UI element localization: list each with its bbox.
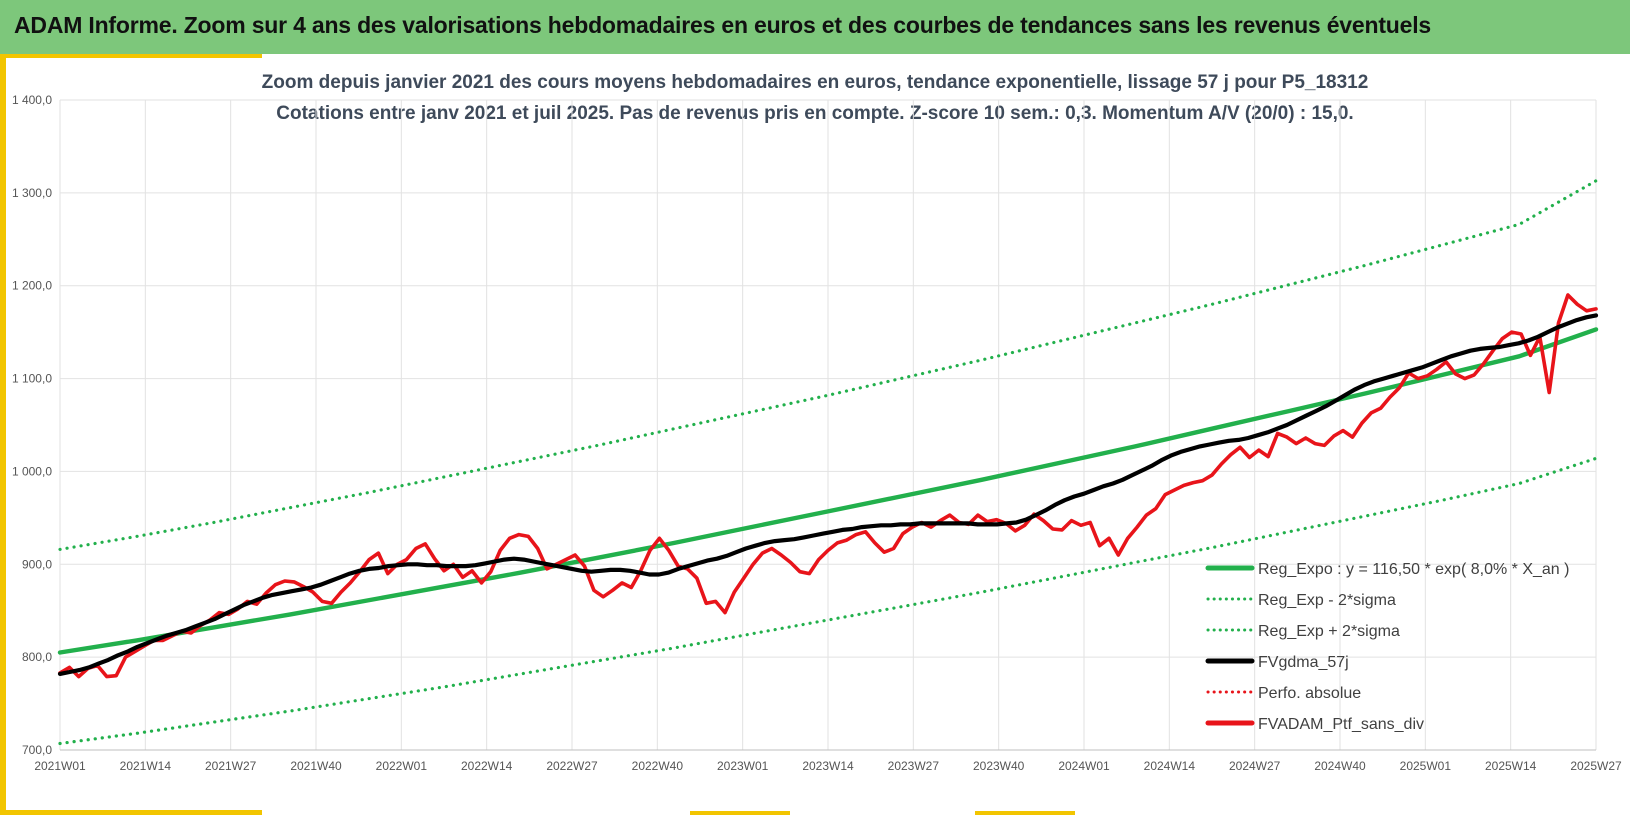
x-tick-label: 2021W40 <box>290 759 342 773</box>
x-tick-label: 2023W27 <box>888 759 940 773</box>
series-line-5 <box>58 293 1598 679</box>
legend-label: FVADAM_Ptf_sans_div <box>1258 716 1424 733</box>
legend-label: Reg_Exp - 2*sigma <box>1258 592 1396 609</box>
chart-title: Zoom depuis janvier 2021 des cours moyen… <box>261 72 1369 93</box>
x-tick-label: 2024W01 <box>1058 759 1110 773</box>
y-tick-label: 1 200,0 <box>12 279 52 293</box>
x-tick-label: 2024W40 <box>1314 759 1366 773</box>
x-tick-label: 2021W27 <box>205 759 257 773</box>
x-tick-label: 2022W40 <box>632 759 684 773</box>
legend-label: Reg_Expo : y = 116,50 * exp( 8,0% * X_an… <box>1258 561 1569 578</box>
legend-label: Reg_Exp + 2*sigma <box>1258 623 1400 640</box>
x-axis-ticks: 2021W01 2021W14 2021W27 2021W40 2022W01 2022W… <box>34 759 1622 773</box>
accent-bar-bottom-mid <box>690 811 790 815</box>
y-tick-label: 1 300,0 <box>12 186 52 200</box>
x-tick-label: 2022W14 <box>461 759 513 773</box>
x-tick-label: 2025W27 <box>1570 759 1622 773</box>
x-tick-label: 2023W01 <box>717 759 769 773</box>
chart-legend: Reg_Expo : y = 116,50 * exp( 8,0% * X_an… <box>1205 561 1569 733</box>
legend-label: FVgdma_57j <box>1258 654 1349 671</box>
x-tick-label: 2022W01 <box>376 759 428 773</box>
y-axis-ticks: 700,0 800,0 900,0 1 000,0 1 100,0 1 200,0 1 30… <box>12 93 52 757</box>
x-tick-label: 2024W14 <box>1144 759 1196 773</box>
header-banner: ADAM Informe. Zoom sur 4 ans des valoris… <box>0 0 1630 54</box>
y-tick-label: 900,0 <box>22 557 52 571</box>
legend-label: Perfo. absolue <box>1258 685 1361 702</box>
y-tick-label: 800,0 <box>22 650 52 664</box>
accent-bar-bottom <box>0 810 262 815</box>
y-tick-label: 1 000,0 <box>12 464 52 478</box>
x-tick-label: 2025W01 <box>1400 759 1452 773</box>
accent-bar-left <box>0 54 6 815</box>
page-title: ADAM Informe. Zoom sur 4 ans des valoris… <box>14 12 1432 38</box>
y-tick-label: 1 100,0 <box>12 372 52 386</box>
x-tick-label: 2023W14 <box>802 759 854 773</box>
x-tick-label: 2025W14 <box>1485 759 1537 773</box>
x-tick-label: 2021W14 <box>120 759 172 773</box>
x-tick-label: 2021W01 <box>34 759 86 773</box>
x-tick-label: 2023W40 <box>973 759 1025 773</box>
series-line-3 <box>57 313 1599 677</box>
series-line-1 <box>58 456 1598 746</box>
y-tick-label: 700,0 <box>22 743 52 757</box>
accent-bar-top <box>0 54 262 58</box>
x-tick-label: 2022W27 <box>546 759 598 773</box>
accent-bar-bottom-right <box>975 811 1075 815</box>
chart-series <box>57 179 1599 746</box>
x-tick-label: 2024W27 <box>1229 759 1281 773</box>
y-tick-label: 1 400,0 <box>12 93 52 107</box>
chart-grid <box>59 99 1597 751</box>
